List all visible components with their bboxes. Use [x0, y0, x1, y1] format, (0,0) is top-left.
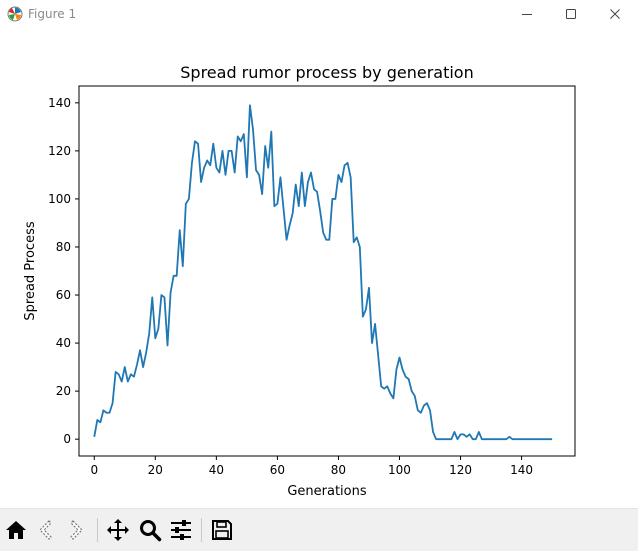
x-axis-label: Generations	[287, 484, 367, 499]
x-tick-label: 0	[90, 463, 98, 477]
forward-arrow-icon	[70, 520, 83, 540]
zoom-magnifier-icon	[140, 520, 162, 542]
x-tick-label: 40	[209, 463, 224, 477]
close-button[interactable]	[592, 0, 638, 28]
configure-subplots-button[interactable]	[167, 516, 195, 544]
x-tick-label: 140	[510, 463, 533, 477]
zoom-button[interactable]	[136, 516, 164, 544]
minimize-icon	[522, 14, 532, 15]
chart-title: Spread rumor process by generation	[180, 63, 473, 82]
pan-move-icon	[107, 519, 129, 541]
x-tick-label: 120	[449, 463, 472, 477]
close-icon	[610, 9, 620, 19]
home-icon	[6, 521, 26, 539]
configure-subplots-icon	[171, 520, 191, 540]
y-tick-label: 0	[63, 432, 71, 446]
maximize-button[interactable]	[548, 0, 594, 28]
plot-area	[78, 85, 576, 457]
toolbar-separator	[97, 518, 98, 542]
y-tick-label: 80	[56, 240, 71, 254]
navigation-toolbar	[0, 508, 638, 551]
window-titlebar: Figure 1	[0, 0, 638, 28]
y-tick-label: 60	[56, 288, 71, 302]
home-button[interactable]	[2, 516, 30, 544]
window-title: Figure 1	[28, 7, 77, 21]
toolbar-separator	[201, 518, 202, 542]
y-tick-label: 40	[56, 336, 71, 350]
x-tick-label: 60	[270, 463, 285, 477]
y-tick-label: 20	[56, 384, 71, 398]
y-tick-label: 100	[48, 192, 71, 206]
save-button[interactable]	[208, 516, 236, 544]
y-axis-label: Spread Process	[23, 221, 38, 320]
x-tick-label: 80	[331, 463, 346, 477]
y-tick-label: 140	[48, 96, 71, 110]
x-tick-label: 20	[148, 463, 163, 477]
back-button[interactable]	[32, 516, 60, 544]
y-tick-label: 120	[48, 144, 71, 158]
forward-button[interactable]	[62, 516, 90, 544]
maximize-icon	[566, 9, 576, 19]
line-chart: Spread rumor process by generation 0 20 40…	[23, 63, 576, 499]
figure-canvas[interactable]: Spread rumor process by generation 0 20 40…	[0, 28, 638, 508]
minimize-button[interactable]	[504, 0, 550, 28]
series-line	[93, 104, 553, 441]
x-tick-label: 100	[388, 463, 411, 477]
back-arrow-icon	[39, 520, 52, 540]
pan-button[interactable]	[104, 516, 132, 544]
x-axis-ticks: 0 20 40 60 80 100 120 140	[90, 456, 533, 477]
y-axis-ticks: 0 20 40 60 80 100 120 140	[48, 96, 79, 446]
save-floppy-icon	[212, 520, 232, 540]
matplotlib-icon	[7, 6, 23, 22]
